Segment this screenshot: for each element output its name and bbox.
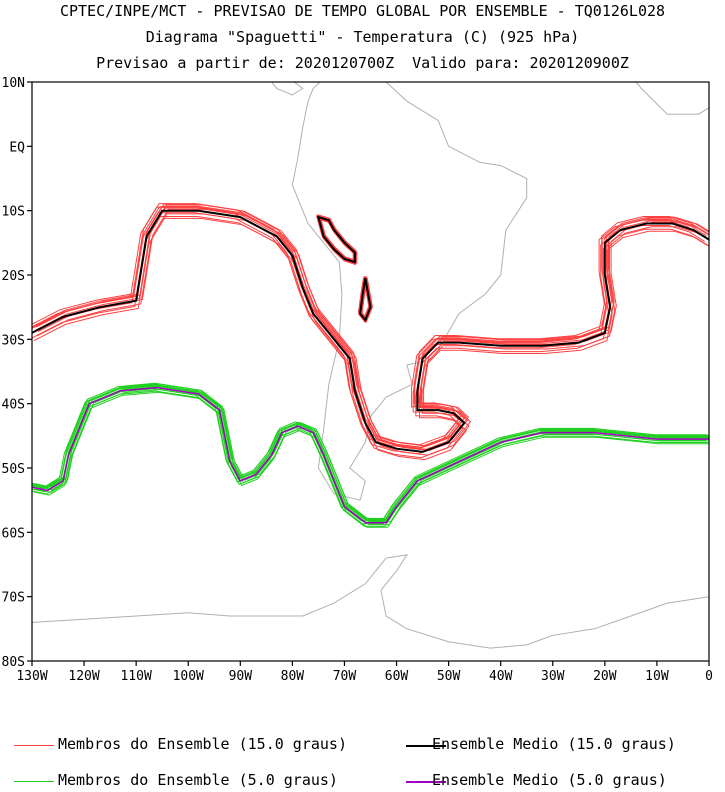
member-5-contour — [36, 386, 709, 523]
lat-label: 60S — [2, 526, 25, 541]
lon-label: 40W — [489, 669, 513, 684]
legend-swatch — [14, 745, 54, 746]
legend-label: Membros do Ensemble (5.0 graus) — [58, 771, 338, 789]
lat-label: 10S — [2, 205, 25, 220]
legend-swatch — [406, 781, 446, 783]
lon-label: 90W — [229, 669, 253, 684]
member-15-contour — [33, 217, 709, 461]
legend-label: Ensemble Medio (15.0 graus) — [432, 735, 676, 753]
member-5-contour — [32, 382, 707, 519]
lat-label: 80S — [2, 655, 25, 670]
lon-label: 120W — [68, 669, 99, 684]
legend-swatch — [14, 781, 54, 782]
lon-label: 110W — [120, 669, 151, 684]
member-5-contour — [33, 391, 709, 528]
coast-south-america — [291, 82, 528, 501]
coast-antarctica — [32, 554, 709, 649]
lat-label: 20S — [2, 269, 25, 284]
member-5-contour — [32, 383, 709, 520]
mean-15-andes-contour — [316, 215, 356, 264]
lon-label: 80W — [281, 669, 305, 684]
member-15-contour — [32, 203, 707, 446]
member-15-contour — [37, 208, 709, 452]
lon-label: 0 — [705, 669, 713, 684]
header-line-1: CPTEC/INPE/MCT - PREVISAO DE TEMPO GLOBA… — [59, 2, 666, 20]
mean-15-andes-contour — [359, 278, 372, 322]
header-line-3: Previsao a partir de: 2020120700Z Valido… — [96, 54, 629, 72]
mean-5-contour — [32, 386, 709, 524]
coast-africa — [635, 82, 709, 115]
lat-label: 30S — [2, 333, 25, 348]
lat-label: 70S — [2, 591, 25, 606]
map-layers — [32, 82, 709, 649]
lat-label: 10N — [2, 76, 25, 91]
member-15-andes-contour — [317, 218, 355, 265]
member-15-contour — [32, 216, 708, 459]
member-5-contour — [34, 385, 709, 522]
legend-label: Ensemble Medio (5.0 graus) — [432, 771, 667, 789]
map-frame — [31, 81, 710, 662]
lat-label: 40S — [2, 398, 25, 413]
member-15-contour — [32, 212, 706, 455]
lon-label: 50W — [437, 669, 461, 684]
legend-label: Membros do Ensemble (15.0 graus) — [58, 735, 347, 753]
member-5-contour — [32, 390, 708, 527]
member-5-contour — [34, 383, 709, 520]
lon-label: 20W — [593, 669, 617, 684]
header-line-2: Diagrama "Spaguetti" - Temperatura (C) (… — [145, 28, 580, 46]
lat-label: EQ — [9, 140, 25, 155]
coast-central-america — [270, 82, 304, 96]
lon-label: 100W — [173, 669, 204, 684]
legend-swatch — [406, 745, 446, 747]
member-15-andes-contour — [318, 218, 356, 266]
lon-label: 10W — [645, 669, 669, 684]
lat-label: 50S — [2, 462, 25, 477]
member-5-contour — [35, 388, 709, 526]
mean-15-contour — [32, 209, 709, 453]
member-5-contour — [32, 385, 705, 522]
lon-label: 30W — [541, 669, 565, 684]
member-5-contour — [32, 384, 709, 521]
member-15-contour — [32, 205, 709, 448]
member-15-andes-contour — [318, 214, 357, 262]
lon-label: 60W — [385, 669, 409, 684]
member-5-contour — [32, 384, 708, 521]
lon-label: 130W — [16, 669, 47, 684]
lon-label: 70W — [333, 669, 357, 684]
